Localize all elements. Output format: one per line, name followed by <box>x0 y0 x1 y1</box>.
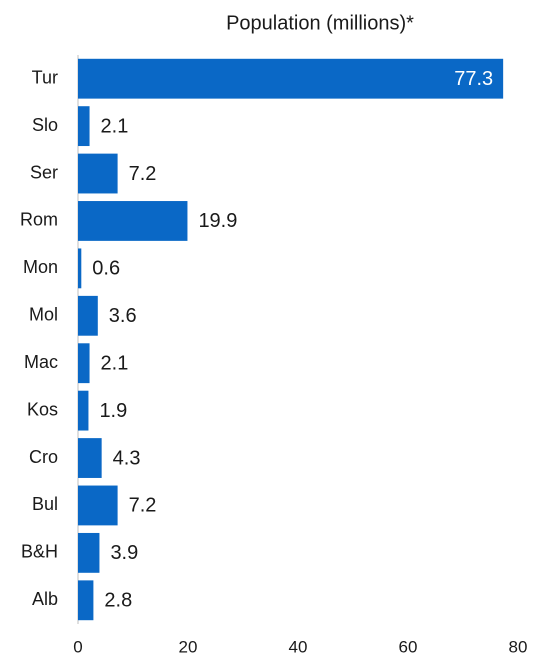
bar <box>78 390 89 431</box>
chart-title: Population (millions)* <box>226 12 414 34</box>
x-tick-label: 0 <box>73 637 82 656</box>
y-tick-label: Kos <box>27 399 58 419</box>
bar <box>78 532 100 573</box>
x-tick-label: 40 <box>289 637 308 656</box>
y-tick-label: Bul <box>32 494 58 514</box>
value-label: 7.2 <box>129 163 157 185</box>
value-label: 2.1 <box>101 115 129 137</box>
value-label: 77.3 <box>454 68 493 90</box>
bar <box>78 201 188 241</box>
value-label: 0.6 <box>92 258 120 280</box>
y-tick-label: B&H <box>21 542 58 562</box>
value-label: 4.3 <box>113 447 141 469</box>
value-label: 2.1 <box>101 352 129 374</box>
y-tick-label: Alb <box>32 589 58 609</box>
y-tick-label: Mac <box>24 352 58 372</box>
y-tick-label: Ser <box>30 162 58 182</box>
y-tick-label: Cro <box>29 447 58 467</box>
x-tick-label: 60 <box>399 637 418 656</box>
bar <box>78 153 118 194</box>
bar <box>78 58 504 99</box>
bar <box>78 485 118 526</box>
bar <box>78 343 90 384</box>
value-label: 2.8 <box>104 590 132 612</box>
bar <box>78 580 94 621</box>
bar <box>78 106 90 147</box>
bar <box>78 248 82 289</box>
y-tick-label: Slo <box>32 115 58 135</box>
y-tick-label: Mon <box>23 257 58 277</box>
y-tick-label: Rom <box>20 210 58 230</box>
y-tick-label: Tur <box>32 67 58 87</box>
bar <box>78 438 102 478</box>
value-label: 1.9 <box>99 400 127 422</box>
value-label: 19.9 <box>198 210 237 232</box>
value-label: 3.9 <box>110 542 138 564</box>
bar <box>78 295 98 336</box>
value-label: 7.2 <box>129 495 157 517</box>
y-tick-label: Mol <box>29 305 58 325</box>
value-label: 3.6 <box>109 305 137 327</box>
x-tick-label: 80 <box>509 637 528 656</box>
x-tick-label: 20 <box>179 637 198 656</box>
